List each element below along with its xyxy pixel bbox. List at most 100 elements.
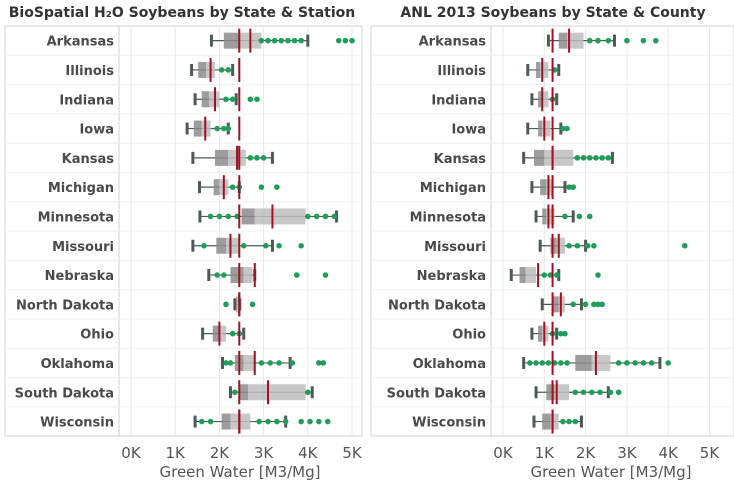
box-upper-quartile — [237, 296, 239, 313]
outlier-point — [258, 184, 265, 190]
outlier-point — [570, 184, 577, 190]
outlier-point — [316, 418, 322, 425]
outlier-point — [580, 155, 587, 161]
outlier-point — [653, 37, 659, 44]
outlier-point — [305, 213, 311, 220]
outlier-point — [599, 155, 605, 161]
box-lower-quartile — [193, 120, 202, 137]
outlier-point — [229, 330, 236, 337]
outlier-point — [595, 301, 601, 308]
outlier-point — [225, 67, 232, 73]
box-lower-quartile — [538, 120, 543, 137]
outlier-point — [588, 389, 595, 396]
outlier-point — [305, 389, 311, 396]
outlier-point — [247, 96, 254, 103]
outlier-point — [558, 330, 564, 337]
box-lower-quartile — [519, 267, 526, 284]
box-lower-quartile — [239, 384, 249, 401]
box-upper-quartile — [567, 32, 584, 49]
outlier-point — [240, 242, 247, 249]
outlier-point — [258, 37, 265, 44]
outlier-point — [278, 37, 285, 44]
outlier-point — [267, 360, 274, 366]
outlier-point — [615, 389, 622, 396]
outlier-point — [580, 389, 587, 396]
panel-left: BioSpatial H₂O Soybeans by State & Stati… — [4, 5, 363, 481]
outlier-point — [335, 37, 342, 44]
row-label: Michigan — [48, 181, 114, 196]
x-tick-label: 1K — [535, 444, 556, 462]
outlier-point — [605, 155, 612, 161]
panel-title: BioSpatial H₂O Soybeans by State & Stati… — [9, 5, 356, 21]
outlier-point — [254, 96, 260, 103]
outlier-point — [632, 360, 638, 366]
box-upper-quartile — [230, 413, 251, 430]
x-tick-label: 0K — [493, 444, 514, 462]
box-upper-quartile — [243, 354, 255, 371]
panel-title: ANL 2013 Soybeans by State & County — [400, 5, 705, 21]
outlier-point — [232, 389, 238, 396]
outlier-point — [271, 37, 278, 44]
outlier-point — [249, 301, 256, 308]
row-label: Iowa — [79, 123, 114, 138]
outlier-point — [566, 184, 572, 190]
x-tick-label: 4K — [298, 444, 319, 462]
outlier-point — [624, 360, 630, 366]
outlier-point — [289, 360, 296, 366]
outlier-point — [260, 155, 267, 161]
outlier-point — [258, 360, 265, 366]
outlier-point — [207, 418, 214, 425]
outlier-point — [640, 360, 647, 366]
x-tick-label: 1K — [166, 444, 187, 462]
row-label: North Dakota — [388, 298, 486, 313]
outlier-point — [607, 389, 614, 396]
outlier-point — [265, 37, 271, 44]
box-lower-quartile — [198, 61, 207, 78]
outlier-point — [681, 242, 688, 249]
box-upper-quartile — [540, 61, 549, 78]
row-label: North Dakota — [16, 298, 114, 313]
outlier-point — [298, 418, 304, 425]
outlier-point — [648, 360, 655, 366]
box-upper-quartile — [248, 384, 306, 401]
row-label: Missouri — [52, 240, 114, 255]
outlier-point — [599, 301, 605, 308]
outlier-point — [223, 96, 229, 103]
box-lower-quartile — [575, 354, 592, 371]
box-lower-quartile — [216, 237, 227, 254]
row-label: Iowa — [451, 123, 486, 138]
box-upper-quartile — [556, 237, 565, 254]
box-lower-quartile — [214, 149, 229, 166]
outlier-point — [274, 418, 280, 425]
row-label: Ohio — [80, 328, 114, 343]
row-label: Nebraska — [45, 269, 114, 284]
outlier-point — [342, 37, 349, 44]
box-upper-quartile — [550, 413, 559, 430]
row-label: Kansas — [434, 152, 487, 167]
outlier-point — [225, 213, 232, 220]
outlier-point — [313, 213, 320, 220]
row-label: Ohio — [452, 328, 486, 343]
outlier-point — [586, 37, 593, 44]
outlier-point — [214, 272, 220, 278]
row-label: Kansas — [62, 152, 115, 167]
box-upper-quartile — [540, 91, 549, 108]
x-tick-label: 2K — [210, 444, 231, 462]
outlier-point — [254, 155, 260, 161]
outlier-point — [291, 37, 298, 44]
outlier-point — [229, 96, 236, 103]
x-tick-label: 2K — [576, 444, 597, 462]
outlier-point — [574, 242, 581, 249]
outlier-point — [322, 272, 329, 278]
outlier-point — [560, 125, 566, 132]
outlier-point — [227, 360, 234, 366]
box-upper-quartile — [254, 208, 306, 225]
outlier-point — [562, 330, 568, 337]
outlier-point — [539, 360, 546, 366]
outlier-point — [223, 360, 229, 366]
outlier-point — [324, 418, 331, 425]
outlier-point — [298, 37, 304, 44]
x-axis-label: Green Water [M3/Mg] — [159, 463, 320, 481]
